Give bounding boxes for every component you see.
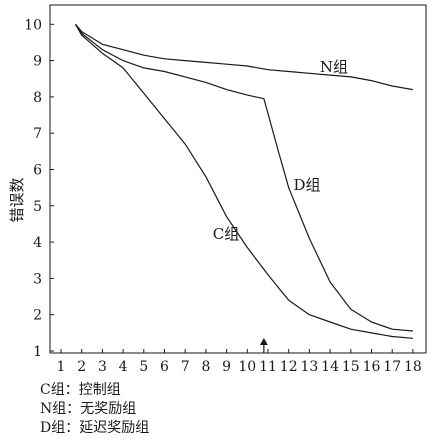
axes: [49, 4, 427, 354]
x-tick-label: 4: [119, 359, 128, 375]
x-tick-label: 7: [181, 359, 190, 375]
labels: N组 D组 C组: [213, 58, 348, 353]
x-tick-label: 9: [222, 359, 231, 375]
x-tick-label: 18: [404, 359, 422, 375]
y-tick-label: 3: [33, 271, 42, 287]
legend-note-no-reward: N组：无奖励组: [40, 401, 137, 417]
x-tick-label: 5: [139, 359, 148, 375]
x-tick-label: 3: [98, 359, 107, 375]
y-tick-label: 1: [33, 344, 42, 360]
y-tick-label: 4: [33, 235, 42, 251]
plot-frame: [49, 4, 427, 354]
x-tick-label: 10: [238, 359, 256, 375]
y-tick-label: 9: [33, 54, 42, 70]
y-tick-label: 8: [33, 90, 42, 106]
series-line-n: [75, 23, 414, 91]
x-tick-label: 1: [57, 359, 66, 375]
legend-note-control: C组：控制组: [40, 382, 121, 398]
x-tick-label: 17: [383, 359, 401, 375]
series-label-n: N组: [320, 58, 348, 76]
y-tick-label: 5: [33, 199, 42, 215]
x-tick-label: 11: [259, 359, 277, 375]
x-tick-label: 15: [342, 359, 360, 375]
series-label-d: D组: [293, 176, 320, 194]
y-tick-label: 2: [33, 308, 42, 324]
x-tick-label: 13: [300, 359, 318, 375]
series-line-c: [74, 24, 413, 339]
y-tick-label: 6: [33, 163, 42, 179]
x-tick-label: 6: [160, 359, 169, 375]
y-axis-label: 错误数: [8, 177, 26, 222]
legend-note-delayed-reward: D组：延迟奖励组: [40, 420, 150, 436]
x-tick-label: 12: [280, 359, 298, 375]
series-line-d: [75, 23, 413, 332]
x-tick-label: 8: [201, 359, 210, 375]
series-label-c: C组: [213, 225, 239, 243]
y-tick-label: 10: [24, 17, 42, 33]
x-tick-label: 14: [321, 359, 339, 375]
x-tick-label: 2: [77, 359, 86, 375]
x-tick-label: 16: [363, 359, 381, 375]
y-tick-label: 7: [33, 126, 42, 142]
series: [74, 23, 414, 339]
arrow-head-icon: [259, 338, 268, 345]
